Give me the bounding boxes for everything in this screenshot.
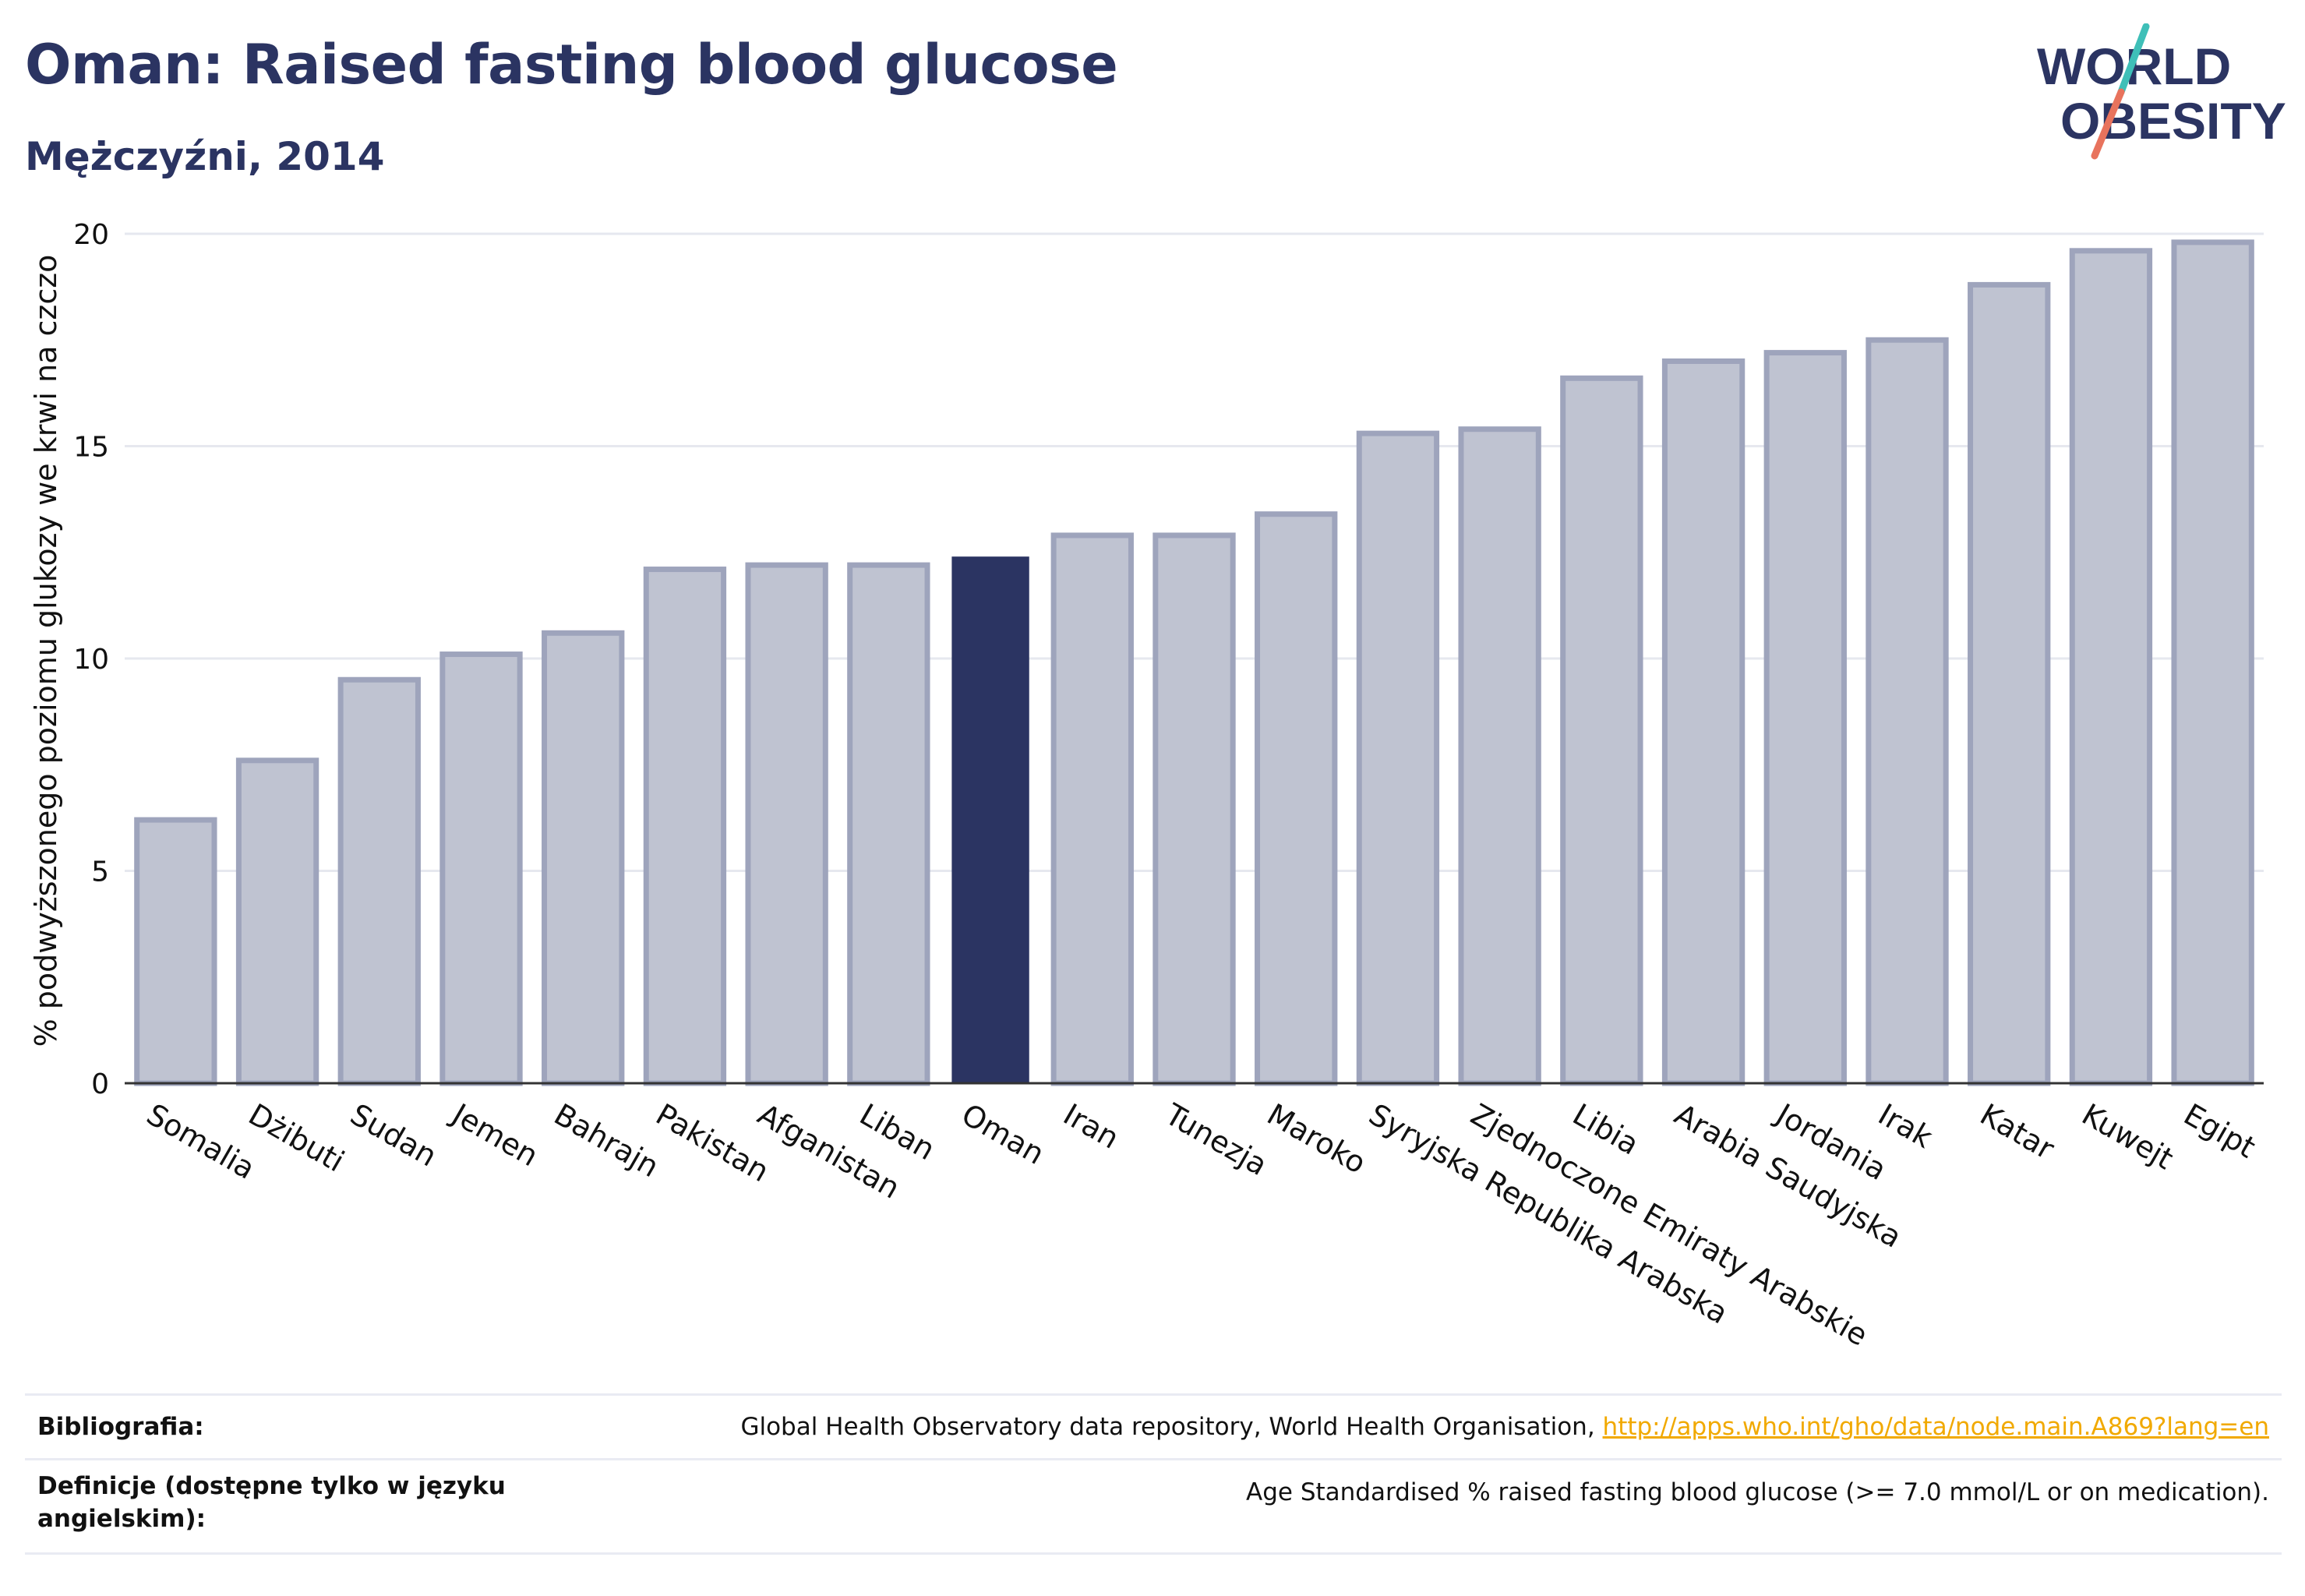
y-tick-label: 15	[73, 432, 109, 464]
chart-title: Oman: Raised fasting blood glucose	[25, 33, 1118, 97]
footer-source-row: Bibliografia: Global Health Observatory …	[25, 1393, 2282, 1458]
x-tick-label: Dżibuti	[243, 1097, 351, 1179]
bars	[134, 239, 2254, 1086]
bar	[1356, 430, 1440, 1086]
bar	[439, 651, 523, 1086]
bar	[337, 676, 421, 1086]
bar	[847, 562, 930, 1086]
bar	[2171, 239, 2254, 1086]
bar	[542, 630, 625, 1086]
definition-label: Definicje (dostępne tylko w języku angie…	[37, 1472, 506, 1533]
bar	[745, 562, 828, 1086]
bar	[1968, 281, 2051, 1086]
bar	[643, 567, 727, 1086]
bar	[1458, 426, 1541, 1086]
logo-slash-teal	[2117, 23, 2150, 96]
bar	[1763, 350, 1847, 1086]
x-tick-label: Kuwejt	[2076, 1097, 2179, 1177]
bar	[1661, 358, 1746, 1086]
footer-definition-row: Definicje (dostępne tylko w języku angie…	[25, 1458, 2282, 1555]
x-tick-label: Iran	[1057, 1097, 1124, 1156]
x-tick-label: Oman	[956, 1097, 1050, 1171]
x-tick-label: Tunezja	[1159, 1096, 1273, 1182]
source-label: Bibliografia:	[37, 1413, 204, 1441]
world-obesity-logo: WORLD OBESITY	[2037, 23, 2286, 160]
x-tick-label: Irak	[1873, 1097, 1938, 1155]
bar	[1255, 511, 1338, 1086]
x-tick-label: Sudan	[344, 1097, 443, 1174]
y-tick-label: 20	[73, 219, 109, 251]
x-tick-label: Pakistan	[650, 1097, 775, 1189]
source-link[interactable]: http://apps.who.int/gho/data/node.main.A…	[1602, 1413, 2269, 1441]
x-tick-label: Egipt	[2178, 1097, 2261, 1165]
source-text: Global Health Observatory data repositor…	[740, 1413, 1603, 1441]
y-tick-label: 10	[73, 644, 109, 676]
footer: Bibliografia: Global Health Observatory …	[25, 1393, 2282, 1555]
bar-highlighted	[951, 556, 1029, 1083]
x-tick-label: Somalia	[141, 1097, 261, 1186]
x-tick-label: Jemen	[445, 1096, 544, 1174]
bar	[1050, 532, 1134, 1086]
x-tick-label: Bahrajn	[549, 1097, 665, 1185]
bar	[1560, 375, 1643, 1086]
x-tick-label: Katar	[1975, 1097, 2060, 1167]
bar	[134, 817, 217, 1086]
source-value: Global Health Observatory data repositor…	[740, 1411, 2269, 1443]
y-tick-label: 0	[91, 1068, 109, 1100]
definition-value: Age Standardised % raised fasting blood …	[1246, 1478, 2269, 1506]
logo-slash-coral	[2091, 88, 2125, 160]
bar	[1866, 337, 1949, 1086]
bar	[2069, 248, 2153, 1086]
y-tick-label: 5	[91, 856, 109, 888]
chart-subtitle: Mężczyźni, 2014	[25, 134, 385, 179]
x-tick-label: Maroko	[1262, 1097, 1372, 1181]
bar	[1152, 532, 1236, 1086]
y-axis-label: % podwyższonego poziomu glukozy we krwi …	[29, 255, 63, 1047]
bar	[235, 757, 319, 1086]
